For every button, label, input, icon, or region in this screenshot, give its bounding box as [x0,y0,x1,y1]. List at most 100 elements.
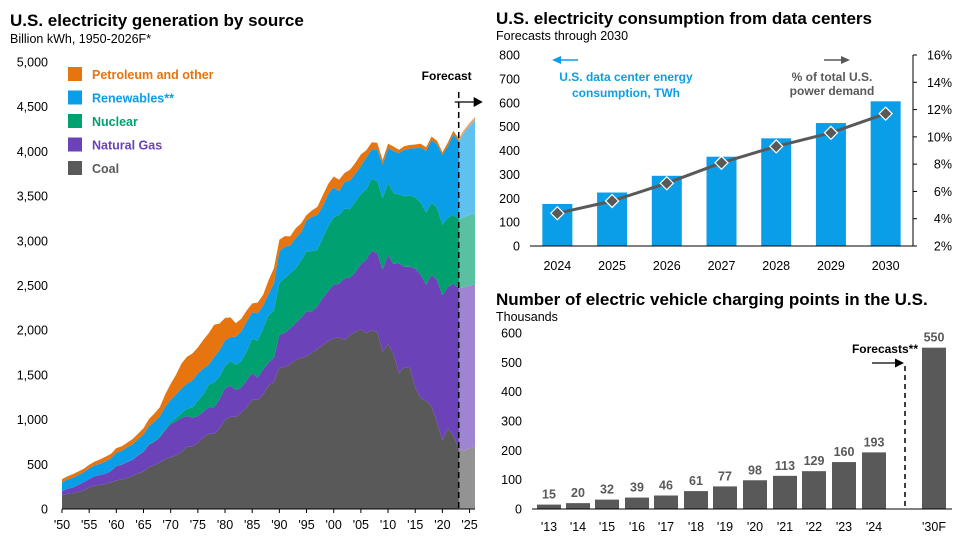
datacenter-bar [815,123,846,246]
x-tick-label: '30F [922,520,946,534]
ev-bar [566,503,590,509]
x-tick-label: '50 [54,518,70,532]
legend-swatch [68,67,82,81]
left-tick-label: 700 [499,72,520,86]
x-tick-label: '13 [541,520,557,534]
legend-line-label: % of total U.S. [792,70,873,84]
share-marker [550,205,565,221]
legend-right-arrow-icon [841,56,850,64]
y-tick-label: 1,500 [17,368,48,382]
ev-bar-value: 20 [571,486,585,500]
legend-swatch [68,137,82,152]
datacenter-bar [761,138,792,246]
ev-bar-value: 77 [718,469,732,483]
ev-x-ticks: '13 '14 '15 '16 '17 '18 '19 '20 '21 '22 '23 '24 '30F [541,520,946,534]
ev-bar-value: 129 [804,454,825,468]
ev-y-axis: 0 100 200 300 400 500 600 [501,327,522,517]
x-tick-label: 2026 [653,259,681,273]
y-tick-label: 200 [501,444,522,458]
forecast-label: Forecast [422,69,472,83]
generation-legend: Petroleum and other Renewables** Nuclear Na… [68,67,214,176]
x-tick-label: '20 [747,520,763,534]
x-tick-label: '22 [806,520,822,534]
ev-bar [654,495,678,509]
x-tick-label: 2030 [872,259,900,273]
ev-bar-value: 193 [864,435,885,449]
x-tick-label: 2027 [708,259,736,273]
legend-line-label: power demand [790,84,875,98]
x-tick-label: '90 [271,518,287,532]
x-tick-label: '85 [244,518,260,532]
y-tick-label: 2,500 [17,279,48,293]
y-tick-label: 100 [501,473,522,487]
share-marker [659,175,675,191]
legend-swatch [68,114,82,128]
legend-left-arrow-icon [552,56,561,64]
forecast-arrow-head [473,97,483,107]
ev-bar [862,452,886,509]
ev-bar [802,471,826,509]
left-tick-label: 400 [499,144,520,158]
left-tick-label: 300 [499,168,520,182]
y-tick-label: 5,000 [17,56,48,70]
generation-chart-subtitle: Billion kWh, 1950-2026F* [10,32,151,46]
x-tick-label: 2029 [817,259,845,273]
x-tick-label: '60 [108,518,124,532]
legend-bar-label: U.S. data center energy [559,70,693,84]
right-tick-label: 14% [927,76,952,90]
y-tick-label: 4,000 [17,145,48,159]
area-nuclear [62,178,475,492]
x-tick-label: '80 [217,518,233,532]
ev-chart-subtitle: Thousands [496,310,558,324]
x-tick-label: '10 [380,518,396,532]
y-tick-label: 500 [501,356,522,370]
right-tick-label: 6% [934,185,952,199]
ev-bar-value: 113 [775,459,795,473]
legend-label: Petroleum and other [92,68,214,82]
datacenter-chart: U.S. electricity consumption from data c… [496,9,952,273]
legend-label: Nuclear [92,115,138,129]
ev-bar [684,491,708,509]
x-tick-label: '25 [461,518,477,532]
ev-forecast-arrow-icon [872,358,904,368]
x-tick-label: '18 [688,520,704,534]
area-coal [62,329,475,509]
forecast-arrow-icon [454,97,483,107]
ev-chart: Number of electric vehicle charging poin… [496,290,952,534]
x-tick-label: 2024 [543,259,571,273]
x-tick-label: '23 [836,520,852,534]
datacenter-legend: U.S. data center energy consumption, TWh%… [552,56,874,100]
x-tick-label: '24 [866,520,882,534]
share-marker [878,106,893,122]
generation-areas [62,117,475,509]
x-tick-label: '55 [81,518,97,532]
y-tick-label: 3,000 [17,234,48,248]
area-renewables [62,119,475,492]
ev-bar [773,475,797,509]
right-tick-label: 4% [934,212,952,226]
y-tick-label: 4,500 [17,100,48,114]
x-tick-label: '19 [717,520,733,534]
share-marker [768,139,784,154]
generation-chart-title: U.S. electricity generation by source [10,11,304,30]
right-tick-label: 16% [927,49,952,63]
x-tick-label: '05 [353,518,369,532]
ev-bar-value: 15 [542,488,556,502]
ev-bar-value: 61 [689,474,703,488]
y-tick-label: 400 [501,385,522,399]
ev-bar-value: 98 [748,463,762,477]
right-tick-label: 10% [927,130,952,144]
datacenter-left-axis: 0 100 200 300 400 500 600 700 800 [499,49,520,254]
x-tick-label: '21 [777,520,793,534]
ev-bar [625,497,649,509]
legend-swatch [68,90,82,105]
x-tick-label: '16 [629,520,645,534]
y-tick-label: 1,000 [17,413,48,427]
ev-bar-value: 550 [924,331,945,345]
x-tick-label: 2028 [762,259,790,273]
ev-forecast-arrow-head [895,358,904,368]
legend-bar-label: consumption, TWh [572,86,680,100]
datacenter-bar [870,101,901,246]
ev-bar [922,347,946,509]
